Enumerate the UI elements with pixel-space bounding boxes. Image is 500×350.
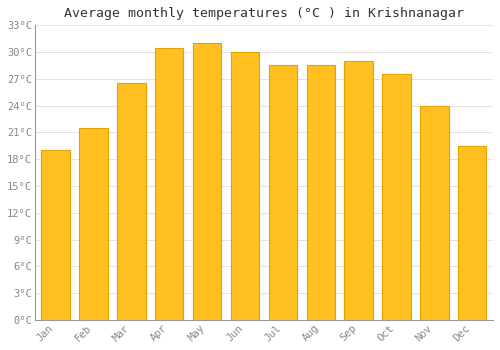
Bar	[79, 128, 108, 320]
Bar	[155, 48, 184, 320]
Bar	[230, 52, 259, 320]
Bar	[382, 75, 410, 320]
Bar	[458, 146, 486, 320]
Bar	[42, 150, 70, 320]
Title: Average monthly temperatures (°C ) in Krishnanagar: Average monthly temperatures (°C ) in Kr…	[64, 7, 464, 20]
Bar	[306, 65, 335, 320]
Bar	[193, 43, 222, 320]
Bar	[268, 65, 297, 320]
Bar	[117, 83, 145, 320]
Bar	[344, 61, 373, 320]
Bar	[420, 106, 448, 320]
